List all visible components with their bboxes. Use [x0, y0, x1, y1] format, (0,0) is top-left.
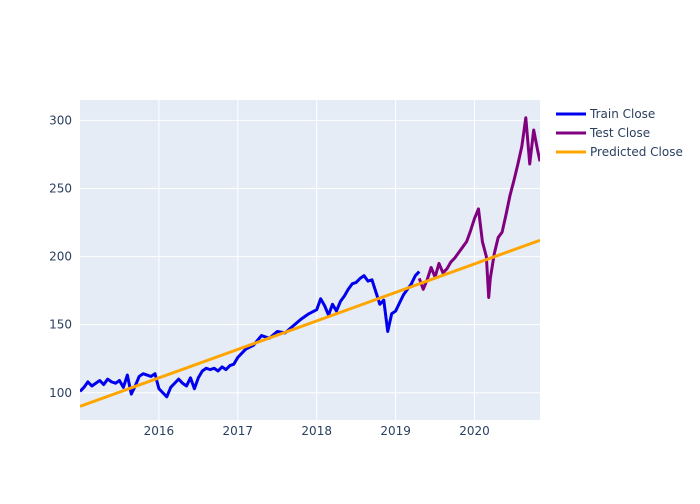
series-line-predicted-close	[80, 238, 540, 408]
x-tick-label: 2017	[223, 424, 254, 438]
plot-background	[80, 100, 540, 420]
legend-item-predicted-close[interactable]: Predicted Close	[556, 145, 683, 159]
legend-item-train-close[interactable]: Train Close	[556, 107, 655, 121]
x-tick-label: 2020	[459, 424, 490, 438]
legend-item-test-close[interactable]: Test Close	[556, 126, 650, 140]
y-tick-label: 300	[49, 113, 72, 127]
y-tick-label: 150	[49, 318, 72, 332]
y-tick-label: 200	[49, 250, 72, 264]
x-axis-ticks: 2016 2017 2018 2019 2020	[144, 424, 490, 438]
legend-label: Train Close	[589, 107, 655, 121]
legend-label: Test Close	[589, 126, 650, 140]
y-tick-label: 100	[49, 386, 72, 400]
x-tick-label: 2018	[301, 424, 332, 438]
legend-label: Predicted Close	[590, 145, 683, 159]
y-tick-label: 250	[49, 182, 72, 196]
legend[interactable]: Train Close Test Close Predicted Close	[556, 107, 683, 159]
grid-lines	[80, 100, 540, 420]
y-axis-ticks: 100 150 200 250 300	[49, 113, 72, 399]
series-line-test-close	[417, 116, 540, 299]
series-group	[80, 116, 540, 408]
x-tick-label: 2019	[380, 424, 411, 438]
x-tick-label: 2016	[144, 424, 175, 438]
